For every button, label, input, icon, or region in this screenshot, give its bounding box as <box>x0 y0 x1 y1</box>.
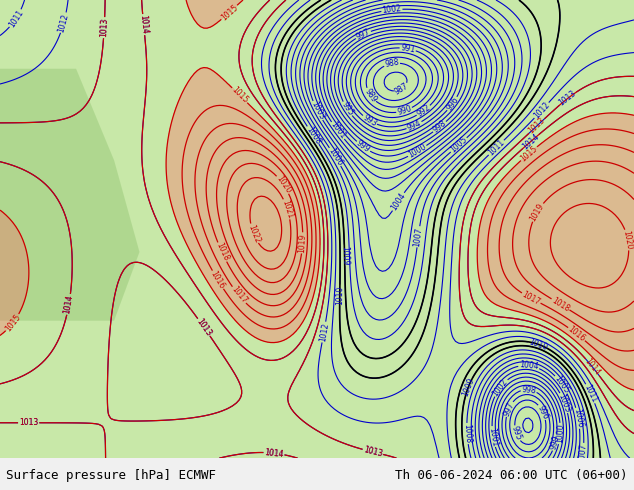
Text: 1015: 1015 <box>219 2 240 22</box>
Text: 1015: 1015 <box>230 85 250 105</box>
Text: 1014: 1014 <box>264 448 284 459</box>
Text: 1013: 1013 <box>557 89 578 108</box>
Text: 1016: 1016 <box>209 269 226 291</box>
Text: 997: 997 <box>501 400 516 417</box>
Text: 1004: 1004 <box>389 191 407 212</box>
Text: 1013: 1013 <box>195 317 213 338</box>
Text: 1005: 1005 <box>552 374 571 395</box>
Text: 1014: 1014 <box>138 15 149 35</box>
Text: 1014: 1014 <box>63 294 75 315</box>
Text: 1003: 1003 <box>309 100 326 122</box>
Text: 992: 992 <box>415 103 432 119</box>
Text: 1010: 1010 <box>527 337 549 352</box>
Text: 1014: 1014 <box>63 294 75 315</box>
Text: 998: 998 <box>431 119 448 135</box>
Text: 1002: 1002 <box>491 377 510 398</box>
Text: 1013: 1013 <box>99 18 109 38</box>
Text: 1013: 1013 <box>99 18 109 38</box>
Text: 1003: 1003 <box>557 392 572 414</box>
Text: 1000: 1000 <box>555 423 566 443</box>
Text: 1017: 1017 <box>230 285 249 305</box>
Text: 1005: 1005 <box>448 135 469 155</box>
Text: Th 06-06-2024 06:00 UTC (06+00): Th 06-06-2024 06:00 UTC (06+00) <box>395 469 628 482</box>
Text: 991: 991 <box>400 43 416 54</box>
Text: 1020: 1020 <box>274 174 292 195</box>
Text: 1018: 1018 <box>550 295 571 313</box>
Text: 996: 996 <box>536 403 550 420</box>
Text: 1013: 1013 <box>363 445 384 459</box>
Text: 995: 995 <box>509 425 523 442</box>
Text: 1018: 1018 <box>214 242 230 263</box>
Text: 1006: 1006 <box>327 146 344 168</box>
Text: 996: 996 <box>444 95 460 112</box>
Text: 995: 995 <box>340 100 355 118</box>
Text: 1007: 1007 <box>578 443 588 464</box>
Text: 1000: 1000 <box>407 143 428 160</box>
Text: 1009: 1009 <box>340 245 349 265</box>
Text: 1019: 1019 <box>529 201 546 223</box>
Text: 1015: 1015 <box>3 313 22 333</box>
Text: 989: 989 <box>363 87 378 104</box>
Text: 1013: 1013 <box>195 317 213 338</box>
Text: 1014: 1014 <box>583 357 602 377</box>
Text: 994: 994 <box>406 119 423 133</box>
Text: 1013: 1013 <box>527 116 547 136</box>
Text: 999: 999 <box>354 139 372 155</box>
Text: 1017: 1017 <box>521 290 541 307</box>
Text: 1019: 1019 <box>297 233 307 253</box>
Text: 1008: 1008 <box>462 424 472 443</box>
Text: 1010: 1010 <box>335 286 344 305</box>
Text: 1011: 1011 <box>486 138 507 157</box>
Text: 998: 998 <box>521 385 536 395</box>
Text: 1002: 1002 <box>382 4 402 15</box>
Text: 1012: 1012 <box>318 322 330 343</box>
Text: 1021: 1021 <box>280 198 294 220</box>
Text: 1014: 1014 <box>521 132 541 151</box>
Text: 999: 999 <box>549 435 562 451</box>
Text: 993: 993 <box>361 113 378 128</box>
Text: 1001: 1001 <box>487 426 499 447</box>
Text: 1012: 1012 <box>57 12 70 33</box>
Text: 1020: 1020 <box>622 229 634 250</box>
Text: 1014: 1014 <box>138 15 149 35</box>
Text: 1001: 1001 <box>328 120 347 141</box>
Text: 1007: 1007 <box>413 226 424 247</box>
Text: 988: 988 <box>384 58 400 69</box>
Text: 1004: 1004 <box>519 360 539 371</box>
Text: 990: 990 <box>396 104 413 117</box>
Text: 1022: 1022 <box>246 223 261 244</box>
Text: 1014: 1014 <box>264 448 284 459</box>
Text: 1013: 1013 <box>19 418 38 427</box>
Text: 1006: 1006 <box>572 408 585 429</box>
Text: 1016: 1016 <box>566 324 587 343</box>
Text: 1012: 1012 <box>532 100 552 121</box>
Text: 1015: 1015 <box>519 144 539 163</box>
Polygon shape <box>0 69 139 321</box>
Text: 1013: 1013 <box>19 418 38 427</box>
Text: Surface pressure [hPa] ECMWF: Surface pressure [hPa] ECMWF <box>6 469 216 482</box>
Text: 997: 997 <box>354 27 372 42</box>
Text: 1013: 1013 <box>363 445 384 459</box>
Text: 1008: 1008 <box>304 125 322 146</box>
Text: 1011: 1011 <box>583 383 598 404</box>
Text: 987: 987 <box>393 81 410 97</box>
Text: 1011: 1011 <box>7 8 25 29</box>
Text: 1009: 1009 <box>461 377 476 398</box>
